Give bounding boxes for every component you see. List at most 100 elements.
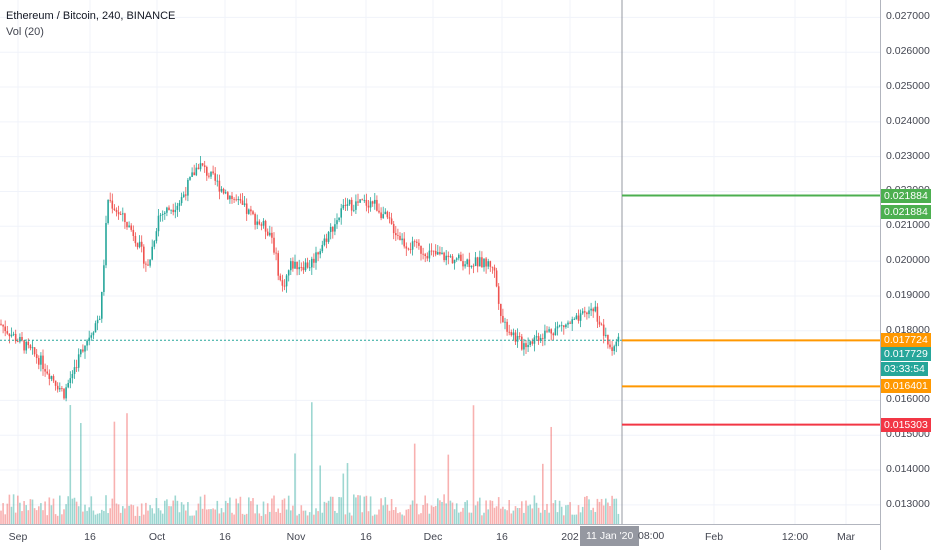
candle-body [31, 347, 34, 349]
volume-bar [598, 501, 601, 524]
volume-bar [426, 503, 429, 524]
candle-body [506, 321, 508, 332]
volume-bar [298, 513, 300, 524]
candle-body [374, 199, 376, 204]
candle-body [607, 334, 609, 345]
candle-body [493, 267, 496, 271]
volume-bar [581, 506, 584, 524]
symbol-legend[interactable]: Ethereum / Bitcoin, 240, BINANCE [6, 10, 176, 22]
volume-bar [485, 500, 487, 524]
volume-bar [321, 512, 324, 524]
candle-body [65, 387, 67, 399]
volume-bar [413, 443, 416, 524]
candle-body [264, 220, 267, 232]
candle-body [563, 325, 565, 328]
volume-bar [212, 508, 214, 524]
volume-bar [117, 504, 120, 524]
candle-body [210, 171, 212, 177]
volume-bar [214, 509, 216, 524]
candle-body [523, 343, 525, 350]
volume-bar [302, 510, 305, 524]
candle-body [424, 254, 426, 257]
candle-body [27, 341, 30, 346]
candle-body [75, 367, 78, 369]
volume-bar [176, 500, 179, 524]
volume-bar [607, 502, 609, 524]
volume-bar [237, 503, 240, 524]
volume-bar [384, 497, 387, 524]
volume-bar [75, 501, 78, 524]
volume-bar [180, 502, 183, 524]
candle-body [224, 192, 227, 194]
volume-bar [491, 500, 494, 524]
volume-bar [227, 503, 229, 524]
volume-bar [4, 514, 6, 524]
volume-bar [565, 505, 567, 524]
volume-bar [52, 498, 55, 524]
candle-body [584, 311, 586, 313]
volume-bar [546, 503, 548, 524]
volume-bar [134, 515, 137, 524]
time-tick-label: 16 [84, 531, 96, 543]
candle-body [428, 250, 431, 259]
candle-body [185, 194, 187, 196]
volume-bar [569, 502, 571, 524]
horizontal-levels[interactable] [622, 194, 880, 426]
volume-bar [248, 497, 250, 524]
candle-body [111, 200, 114, 209]
candle-body [390, 218, 393, 224]
candle-body [544, 330, 546, 339]
current-price-badge: 0.017729 [881, 347, 931, 362]
volume-bar [54, 514, 57, 524]
candle-body [88, 337, 90, 341]
candle-body [285, 275, 288, 287]
volume-bar [8, 494, 11, 524]
candle-body [346, 204, 349, 206]
candle-body [132, 229, 135, 236]
candle-body [168, 207, 170, 211]
candle-body [336, 220, 338, 225]
volume-bar [111, 498, 114, 524]
candle-body [535, 336, 538, 338]
candle-body [613, 346, 615, 351]
volume-bar [556, 512, 559, 524]
volume-bar [495, 506, 498, 524]
volume-bar [430, 505, 433, 524]
volume-bar [476, 501, 479, 524]
volume-bar [403, 515, 405, 524]
candle-body [201, 163, 204, 166]
price-tick-label: 0.024000 [886, 114, 930, 127]
volume-bar [376, 514, 378, 524]
candle-body [397, 235, 399, 236]
candle-body [382, 214, 384, 219]
candle-body [260, 224, 263, 226]
candle-body [510, 332, 513, 336]
volume-bar [542, 463, 544, 524]
candle-body [42, 355, 44, 370]
price-tick-label: 0.023000 [886, 149, 930, 162]
volume-bar [153, 513, 156, 524]
time-tick-label: Feb [704, 531, 724, 543]
volume-bar [489, 500, 492, 524]
volume-bar [388, 510, 391, 524]
candle-body [348, 199, 351, 205]
volume-bar [31, 499, 34, 524]
volume-bar [187, 502, 189, 524]
volume-bar [50, 505, 53, 524]
time-tick-label: Nov [286, 531, 306, 543]
volume-bar [344, 514, 347, 524]
volume-legend[interactable]: Vol (20) [6, 26, 44, 38]
candle-body [434, 250, 437, 255]
candle-body [596, 306, 599, 322]
candle-body [48, 373, 51, 379]
candle-body [443, 252, 445, 261]
candle-body [105, 223, 107, 266]
volume-bar [432, 506, 435, 524]
candle-body [151, 246, 153, 260]
candle-body [273, 237, 275, 253]
volume-bar [363, 496, 366, 524]
volume-bar [521, 501, 523, 524]
volume-bar [71, 498, 74, 524]
volume-bar [558, 500, 561, 524]
